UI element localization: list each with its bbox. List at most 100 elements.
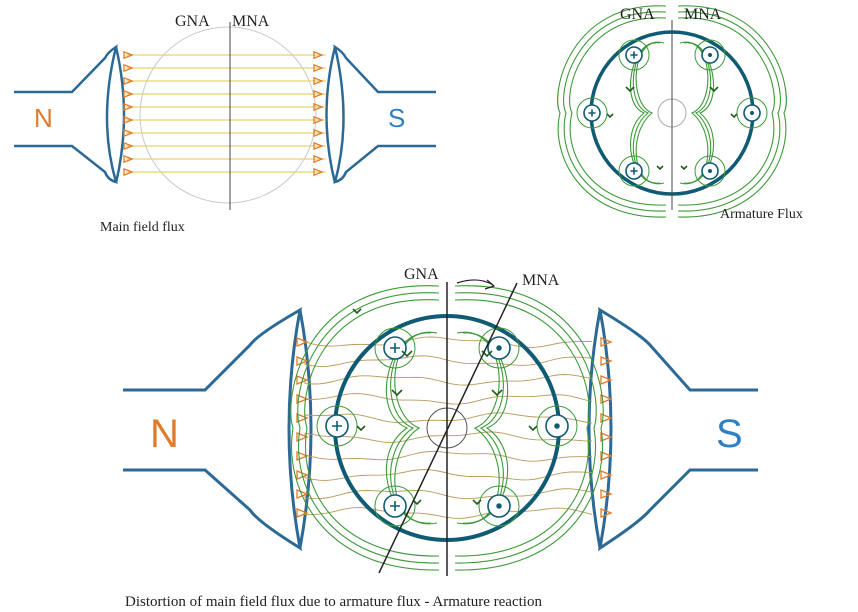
armature-conductors — [576, 39, 768, 187]
field-arrow — [313, 89, 324, 99]
gna-label: GNA — [175, 13, 210, 30]
current-in-icon — [390, 501, 400, 511]
field-arrow — [313, 63, 324, 73]
flux-direction-arrow — [606, 113, 614, 119]
field-arrow — [296, 508, 309, 518]
current-out-icon — [708, 53, 712, 57]
field-arrow — [600, 508, 613, 518]
field-arrow — [123, 50, 134, 60]
armature-reaction-panel: GNA MNA N S Distortion of main field flu… — [123, 266, 758, 610]
flux-ring — [736, 97, 768, 129]
current-in-icon — [588, 109, 596, 117]
south-pole-face — [587, 309, 602, 549]
field-arrow — [123, 154, 134, 164]
field-arrow — [313, 154, 324, 164]
flux-loop — [304, 299, 440, 557]
magnetic-neutral-axis — [378, 282, 518, 574]
field-arrow — [313, 76, 324, 86]
field-arrow — [600, 489, 613, 499]
current-out-icon — [708, 169, 712, 173]
flux-direction-arrow — [352, 308, 362, 315]
flux-loop — [297, 292, 440, 564]
flux-direction-arrow — [730, 113, 738, 119]
flux-direction-arrow — [625, 86, 635, 93]
field-line — [304, 355, 593, 367]
field-arrow — [123, 128, 134, 138]
flux-ring — [374, 327, 416, 369]
north-label: N — [34, 103, 53, 133]
flux-loop — [677, 11, 781, 212]
field-arrow — [600, 394, 613, 404]
mna-label: MNA — [232, 13, 270, 30]
flux-loop — [679, 41, 709, 185]
field-arrow — [123, 167, 134, 177]
north-label: N — [150, 412, 179, 456]
flux-loop — [635, 41, 665, 185]
shift-arrowhead — [484, 279, 496, 290]
north-pole-shoe — [14, 44, 118, 184]
field-arrow — [296, 394, 309, 404]
field-arrow — [600, 432, 613, 442]
flux-direction-arrow — [528, 425, 538, 432]
south-pole-shoe — [597, 306, 758, 552]
current-in-icon — [390, 343, 400, 353]
field-arrow — [123, 63, 134, 73]
armature-conductors — [316, 327, 578, 527]
field-arrow — [123, 115, 134, 125]
field-arrow — [600, 356, 613, 366]
field-line — [304, 412, 593, 424]
flux-ring — [374, 485, 416, 527]
field-arrow — [296, 337, 309, 347]
gna-label: GNA — [620, 6, 655, 23]
current-in-icon — [332, 421, 342, 431]
flux-ring — [694, 39, 726, 71]
current-in-icon — [630, 167, 638, 175]
field-arrow — [600, 337, 613, 347]
flux-loop — [563, 11, 667, 212]
field-arrow — [600, 451, 613, 461]
field-line — [304, 507, 593, 519]
flux-loop — [677, 17, 775, 206]
south-pole-shoe — [333, 44, 436, 184]
north-pole-face — [114, 46, 126, 184]
flux-direction-arrow — [656, 165, 664, 171]
flux-loop — [677, 5, 787, 218]
armature-flux-panel: GNA MNA Armature Flux — [557, 5, 803, 222]
field-arrow — [600, 413, 613, 423]
field-line — [304, 488, 593, 500]
flux-direction-arrow — [401, 350, 413, 358]
field-arrow — [123, 89, 134, 99]
mna-label: MNA — [522, 272, 560, 289]
flux-ring — [478, 485, 520, 527]
flux-direction-arrow — [472, 499, 482, 506]
field-arrow — [600, 470, 613, 480]
current-out-icon — [554, 423, 560, 429]
field-arrow — [313, 102, 324, 112]
field-arrow — [296, 451, 309, 461]
flux-ring — [618, 155, 650, 187]
field-arrow — [313, 115, 324, 125]
flux-direction-arrow — [709, 86, 719, 93]
flux-loop — [454, 292, 597, 564]
current-out-icon — [750, 111, 754, 115]
south-label: S — [716, 412, 743, 456]
flux-direction-arrow — [391, 389, 403, 397]
field-arrow — [313, 50, 324, 60]
flux-ring — [478, 327, 520, 369]
flux-loop — [557, 5, 667, 218]
field-arrow — [296, 413, 309, 423]
south-label: S — [388, 103, 405, 133]
field-arrow — [600, 375, 613, 385]
flux-ring — [694, 155, 726, 187]
main-field-caption: Main field flux — [100, 220, 185, 235]
flux-direction-arrow — [412, 499, 422, 506]
field-arrow — [296, 356, 309, 366]
mna-label: MNA — [684, 6, 722, 23]
flux-loop — [456, 331, 500, 525]
armature-reaction-caption: Distortion of main field flux due to arm… — [125, 594, 542, 610]
current-in-icon — [630, 51, 638, 59]
field-arrow — [313, 167, 324, 177]
gna-label: GNA — [404, 266, 439, 283]
flux-loop — [454, 285, 604, 571]
